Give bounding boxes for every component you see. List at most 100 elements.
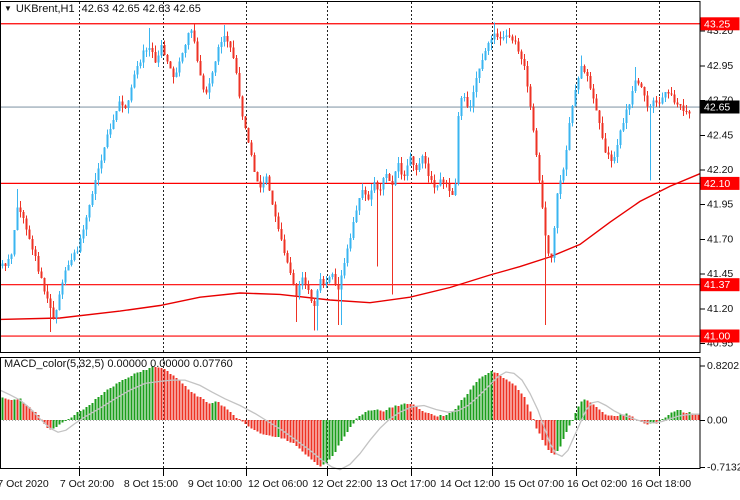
- macd-histogram-bar: [190, 391, 193, 421]
- macd-histogram-bar: [286, 420, 289, 441]
- candle-body: [43, 278, 46, 292]
- macd-histogram-bar: [604, 414, 607, 421]
- candle-body: [307, 284, 310, 290]
- candle-body: [34, 249, 37, 257]
- macd-histogram-bar: [655, 420, 658, 424]
- candle-body: [658, 102, 661, 104]
- candle-body: [472, 91, 475, 107]
- candle-body: [85, 217, 88, 230]
- candle-body: [283, 239, 286, 254]
- macd-histogram-bar: [295, 420, 298, 446]
- macd-histogram-bar: [319, 420, 322, 467]
- macd-histogram-bar: [82, 409, 85, 421]
- candle-body: [214, 61, 217, 73]
- candle-body: [433, 179, 436, 188]
- candle-body: [121, 101, 124, 106]
- chart-title: ▼ UKBrent,H1 42.63 42.65 42.63 42.65: [4, 3, 201, 15]
- candle-body: [241, 96, 244, 117]
- macd-histogram-bar: [139, 371, 142, 421]
- candle-body: [523, 58, 526, 67]
- macd-histogram-bar: [406, 404, 409, 421]
- macd-histogram-bar: [223, 406, 226, 421]
- macd-histogram-bar: [61, 420, 64, 423]
- macd-histogram-bar: [388, 407, 391, 421]
- candle-body: [73, 252, 76, 260]
- candle-body: [478, 68, 481, 78]
- candle-body: [598, 110, 601, 123]
- macd-histogram-bar: [382, 411, 385, 421]
- candle-body: [538, 154, 541, 181]
- macd-histogram-bar: [244, 420, 247, 424]
- macd-histogram-bar: [196, 396, 199, 421]
- price-axis-label: 41.70: [707, 233, 733, 245]
- macd-histogram-bar: [496, 373, 499, 421]
- macd-axis-label: 0.82021: [707, 360, 740, 372]
- macd-histogram-bar: [421, 411, 424, 421]
- macd-histogram-bar: [379, 410, 382, 421]
- macd-histogram-bar: [592, 404, 595, 421]
- time-axis-label: 12 Oct 22:00: [312, 478, 372, 490]
- price-level-badge: [700, 176, 740, 190]
- macd-histogram-bar: [466, 393, 469, 421]
- macd-histogram-bar: [508, 381, 511, 421]
- candle-body: [166, 54, 169, 62]
- candle-body: [508, 35, 511, 37]
- candle-body: [229, 41, 232, 48]
- macd-histogram-bar: [169, 374, 172, 421]
- candle-body: [346, 248, 349, 263]
- candle-body: [406, 165, 409, 176]
- macd-histogram-bar: [310, 420, 313, 460]
- candle-body: [325, 282, 328, 285]
- macd-histogram-bar: [616, 416, 619, 421]
- macd-histogram-bar: [166, 371, 169, 421]
- candle-body: [415, 165, 418, 171]
- candle-body: [589, 76, 592, 89]
- candle-body: [187, 33, 190, 46]
- candle-body: [403, 174, 406, 176]
- macd-histogram-bar: [565, 420, 568, 432]
- candle-body: [133, 74, 136, 88]
- candle-body: [643, 87, 646, 96]
- candle-body: [400, 163, 403, 175]
- macd-histogram-bar: [4, 398, 7, 421]
- macd-histogram-bar: [364, 412, 367, 421]
- macd-histogram-bar: [208, 403, 211, 421]
- candle-body: [22, 212, 25, 219]
- candle-body: [76, 251, 79, 253]
- price-axis-label: 41.95: [707, 199, 733, 211]
- macd-histogram-bar: [412, 404, 415, 421]
- macd-histogram-bar: [49, 420, 52, 430]
- price-axis-label: 42.45: [707, 129, 733, 141]
- macd-histogram-bar: [550, 420, 553, 454]
- macd-histogram-bar: [55, 420, 58, 428]
- candle-body: [616, 144, 619, 157]
- macd-histogram-bar: [154, 367, 157, 421]
- candle-body: [373, 182, 376, 191]
- candle-body: [679, 104, 682, 106]
- macd-histogram-bar: [79, 411, 82, 421]
- candle-body: [595, 98, 598, 111]
- symbol-dropdown-icon[interactable]: ▼: [4, 4, 12, 13]
- candle-body: [97, 168, 100, 181]
- candle-body: [16, 207, 19, 231]
- candle-body: [154, 52, 157, 63]
- candle-body: [628, 104, 631, 110]
- candle-body: [376, 182, 379, 190]
- macd-histogram-bar: [538, 420, 541, 434]
- macd-histogram-bar: [454, 408, 457, 421]
- macd-histogram-bar: [247, 420, 250, 427]
- candle-body: [58, 294, 61, 310]
- macd-histogram-bar: [685, 413, 688, 421]
- macd-histogram-bar: [430, 414, 433, 421]
- candle-body: [19, 207, 22, 212]
- macd-histogram-bar: [46, 420, 49, 428]
- candle-body: [100, 160, 103, 169]
- macd-histogram-bar: [31, 410, 34, 421]
- candle-body: [484, 51, 487, 60]
- macd-histogram-bar: [595, 406, 598, 421]
- candle-body: [586, 72, 589, 77]
- candle-body: [13, 230, 16, 255]
- macd-histogram-bar: [220, 405, 223, 421]
- macd-histogram-bar: [193, 393, 196, 421]
